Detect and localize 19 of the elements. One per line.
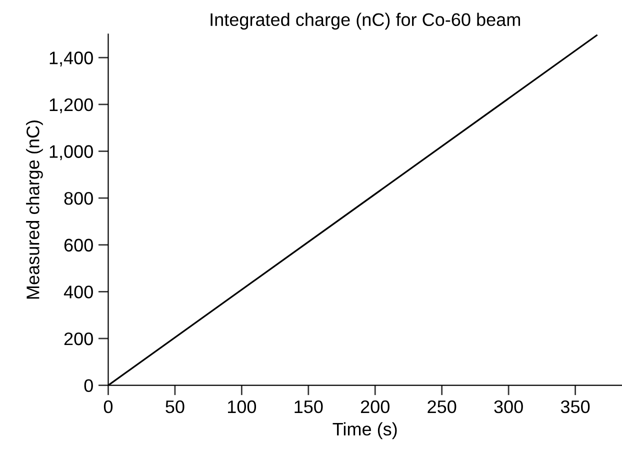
- y-tick-label: 1,000: [50, 145, 93, 160]
- x-tick-label: 50: [166, 400, 184, 414]
- x-tick-label: 150: [294, 400, 323, 414]
- y-axis-title: Measured charge (nC): [26, 120, 43, 299]
- y-tick-label: 0: [84, 379, 93, 392]
- x-tick-label: 200: [360, 400, 390, 414]
- x-tick-label: 350: [560, 400, 590, 414]
- y-tick-label: 400: [64, 286, 93, 298]
- y-tick-label: 1,400: [50, 52, 93, 66]
- x-tick-label: 100: [228, 400, 256, 414]
- x-tick-label: 0: [104, 400, 113, 414]
- x-tick-label: 300: [494, 400, 523, 414]
- y-tick-label: 1,200: [50, 98, 93, 114]
- y-tick-label: 600: [64, 238, 93, 252]
- x-axis-title: Time (s): [332, 422, 397, 440]
- y-tick-label: 800: [64, 192, 93, 205]
- y-tick-label: 200: [64, 332, 93, 346]
- chart-title: Integrated charge (nC) for Co-60 beam: [210, 12, 520, 30]
- x-tick-label: 250: [428, 400, 456, 414]
